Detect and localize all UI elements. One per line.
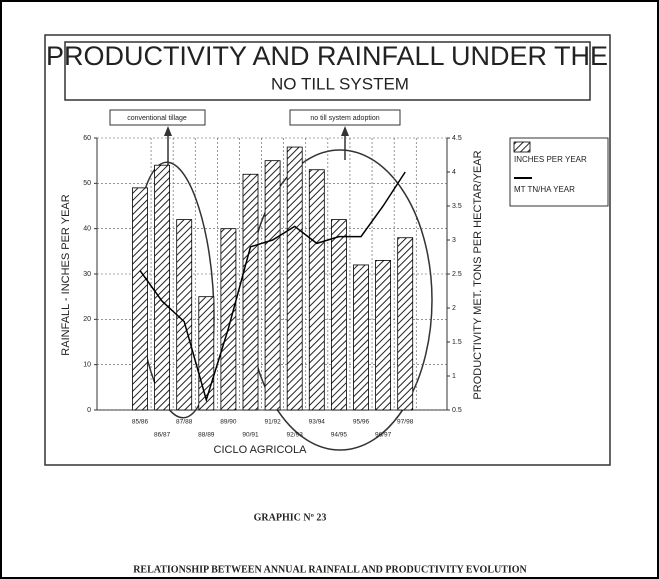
chart-frame <box>44 34 611 466</box>
x-tick-label: 92/93 <box>287 432 304 439</box>
figure-label: GRAPHIC Nº 23 <box>254 512 327 523</box>
annotation-box <box>109 109 206 126</box>
y2-tick-label: 1.5 <box>452 339 462 346</box>
y-tick-label: 50 <box>83 180 91 187</box>
y-axis-label: RAINFALL - INCHES PER YEAR <box>60 194 72 355</box>
y2-tick-label: 3 <box>452 237 456 244</box>
y-tick-label: 30 <box>83 271 91 278</box>
y2-tick-label: 3.5 <box>452 203 462 210</box>
legend-swatch <box>513 141 531 153</box>
bar <box>375 259 392 411</box>
bar <box>242 173 259 411</box>
legend-label: INCHES PER YEAR <box>514 155 587 164</box>
x-axis-label: CICLO AGRICOLA <box>214 444 308 456</box>
x-tick-label: 88/89 <box>198 432 215 439</box>
bar <box>353 264 369 411</box>
x-tick-label: 86/87 <box>154 432 171 439</box>
y-tick-label: 10 <box>83 362 91 369</box>
y2-tick-label: 2.5 <box>452 271 462 278</box>
x-tick-label: 94/95 <box>331 432 348 439</box>
bar <box>176 219 193 411</box>
bar <box>198 296 215 411</box>
x-tick-label: 90/91 <box>242 432 259 439</box>
x-tick-label: 87/88 <box>176 419 193 426</box>
arrow-head <box>341 126 349 136</box>
arrow-head <box>164 126 172 136</box>
y-tick-label: 20 <box>83 316 91 323</box>
line <box>139 171 406 403</box>
x-tick-label: 91/92 <box>264 419 281 426</box>
bar <box>308 169 325 411</box>
y-tick-label: 60 <box>83 135 91 142</box>
annotation: conventional tillage <box>127 115 187 122</box>
chart-subtitle: NO TILL SYSTEM <box>271 74 409 93</box>
title-box <box>64 41 591 101</box>
x-tick-label: 89/90 <box>220 419 237 426</box>
bar <box>132 187 148 411</box>
y2-tick-label: 2 <box>452 305 456 312</box>
annotation-box <box>289 109 401 126</box>
bar <box>264 160 281 411</box>
y2-tick-label: 4.5 <box>452 135 462 142</box>
bar <box>286 146 303 411</box>
bar <box>154 164 171 411</box>
x-tick-label: 95/96 <box>353 419 370 426</box>
chart-title: PRODUCTIVITY AND RAINFALL UNDER THE <box>46 41 608 71</box>
y2-tick-label: 4 <box>452 169 456 176</box>
bar <box>330 219 347 411</box>
x-tick-label: 96/97 <box>375 432 392 439</box>
x-tick-label: 97/98 <box>397 419 414 426</box>
bar <box>220 228 237 411</box>
x-tick-label: 93/94 <box>309 419 326 426</box>
y2-axis-label: PRODUCTIVITY MET. TONS PER HECTAR/YEAR <box>472 150 484 399</box>
y2-tick-label: 0.5 <box>452 407 462 414</box>
y-tick-label: 40 <box>83 226 91 233</box>
legend-label: MT TN/HA YEAR <box>514 185 575 194</box>
figure-caption: RELATIONSHIP BETWEEN ANNUAL RAINFALL AND… <box>133 564 527 575</box>
y-tick-label: 0 <box>87 407 91 414</box>
x-tick-label: 85/86 <box>132 419 149 426</box>
annotation: no till system adoption <box>310 115 379 122</box>
y2-tick-label: 1 <box>452 373 456 380</box>
bar <box>397 237 414 411</box>
